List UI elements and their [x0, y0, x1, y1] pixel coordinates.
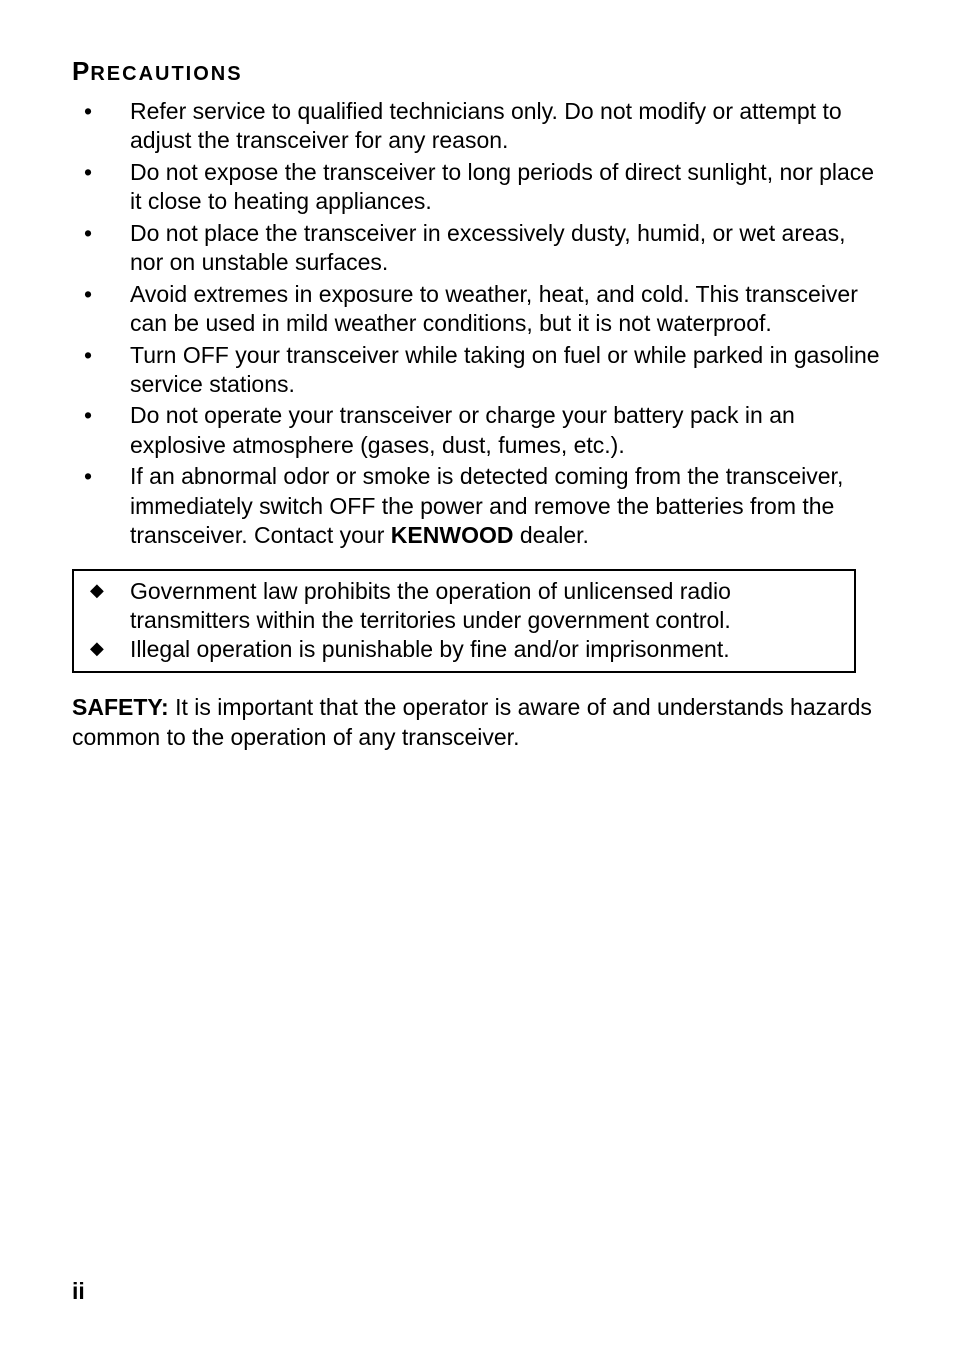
brand-post-text: dealer.: [513, 522, 588, 548]
page-number: ii: [72, 1278, 85, 1305]
list-item: Turn OFF your transceiver while taking o…: [72, 341, 882, 400]
list-item-brand: If an abnormal odor or smoke is detected…: [72, 462, 882, 550]
document-page: PRECAUTIONS Refer service to qualified t…: [0, 0, 954, 1345]
brand-name: KENWOOD: [391, 522, 514, 548]
list-item: Government law prohibits the operation o…: [84, 577, 844, 636]
heading-first-letter: P: [72, 56, 90, 86]
list-item: Do not expose the transceiver to long pe…: [72, 158, 882, 217]
safety-text: It is important that the operator is awa…: [72, 694, 872, 750]
legal-notice-list: Government law prohibits the operation o…: [84, 577, 844, 665]
safety-paragraph: SAFETY: It is important that the operato…: [72, 693, 882, 753]
list-item: Do not place the transceiver in excessiv…: [72, 219, 882, 278]
precautions-heading: PRECAUTIONS: [72, 56, 882, 87]
safety-label: SAFETY:: [72, 694, 169, 720]
list-item: Avoid extremes in exposure to weather, h…: [72, 280, 882, 339]
precautions-list: Refer service to qualified technicians o…: [72, 97, 882, 551]
heading-rest: RECAUTIONS: [90, 63, 242, 85]
list-item: Do not operate your transceiver or charg…: [72, 401, 882, 460]
list-item: Refer service to qualified technicians o…: [72, 97, 882, 156]
list-item: Illegal operation is punishable by fine …: [84, 635, 844, 664]
legal-notice-box: Government law prohibits the operation o…: [72, 569, 856, 673]
